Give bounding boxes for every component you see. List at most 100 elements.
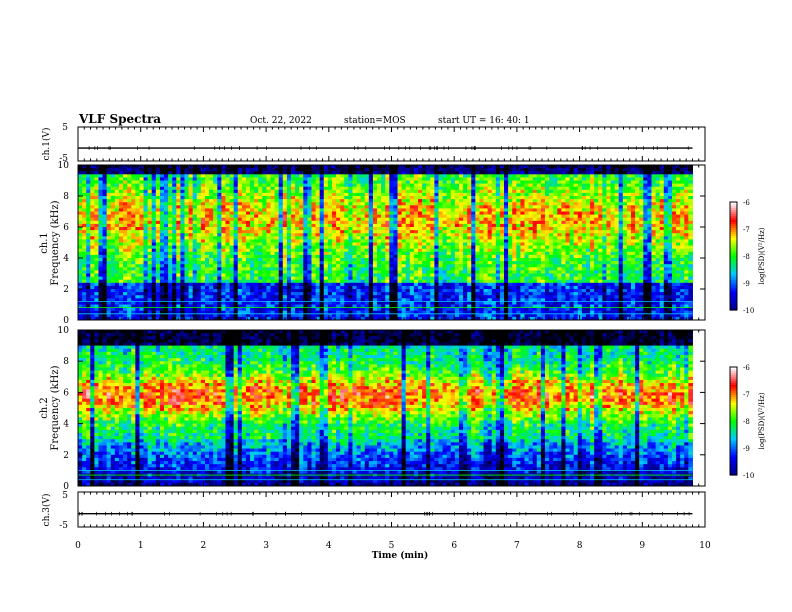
spectrogram-cell [204, 258, 210, 262]
spectrogram-cell [131, 285, 136, 290]
spectrogram-cell [291, 236, 296, 240]
spectrogram-cell [381, 183, 386, 188]
spectrogram-cell [360, 233, 366, 237]
spectrogram-cell [98, 298, 104, 302]
spectrogram-cell [463, 199, 468, 203]
spectrogram-cell [389, 270, 394, 274]
spectrogram-cell [467, 227, 472, 231]
spectrogram-cell [409, 292, 415, 296]
spectrogram-cell [438, 245, 444, 250]
spectrogram-cell [82, 211, 87, 216]
spectrogram-cell [143, 245, 149, 250]
spectrogram-cell [196, 251, 202, 256]
spectrogram-cell [446, 239, 452, 243]
spectrogram-cell [471, 242, 476, 247]
spectrogram-cell [446, 285, 452, 290]
spectrogram-cell [90, 285, 95, 290]
spectrogram-cell [479, 208, 485, 212]
spectrogram-cell [241, 177, 247, 181]
spectrogram-cell [471, 316, 476, 321]
spectrogram-cell [303, 251, 308, 256]
spectrogram-cell [278, 233, 284, 237]
spectrogram-cell [123, 189, 128, 194]
spectrogram-cell [336, 298, 341, 302]
spectrogram-cell [377, 313, 382, 318]
spectrogram-cell [438, 189, 444, 194]
spectrogram-cell [250, 292, 255, 296]
spectrogram-cell [282, 196, 288, 200]
spectrogram-cell [434, 183, 439, 188]
spectrogram-cell [303, 242, 308, 247]
spectrogram-cell [270, 177, 276, 181]
spectrogram-cell [225, 279, 231, 284]
spectrogram-cell [139, 192, 145, 197]
spectrogram-cell [180, 189, 186, 194]
spectrogram-cell [344, 282, 349, 287]
spectrogram-cell [266, 298, 272, 302]
spectrogram-cell [123, 298, 128, 302]
spectrogram-cell [299, 236, 304, 240]
spectrogram-cell [311, 168, 317, 172]
spectrogram-cell [405, 282, 411, 287]
spectrogram-cell [254, 264, 259, 268]
spectrogram-cell [450, 264, 456, 268]
spectrogram-cell [352, 245, 358, 250]
spectrogram-cell [422, 202, 427, 206]
spectrogram-cell [291, 301, 296, 305]
spectrogram-cell [180, 186, 186, 191]
spectrogram-cell [196, 316, 202, 321]
spectrogram-cell [323, 168, 329, 172]
spectrogram-cell [381, 233, 386, 237]
spectrogram-cell [372, 304, 378, 309]
spectrogram-cell [368, 233, 374, 237]
spectrogram-cell [442, 205, 448, 209]
spectrogram-cell [106, 183, 112, 188]
spectrogram-cell [237, 230, 243, 234]
spectrogram-cell [266, 242, 272, 247]
spectrogram-cell [237, 245, 243, 250]
spectrogram-cell [241, 251, 247, 256]
spectrogram-cell [86, 205, 91, 209]
spectrogram-cell [475, 208, 480, 212]
spectrogram-cell [258, 304, 263, 309]
spectrogram-cell [323, 295, 329, 299]
spectrogram-cell [159, 251, 165, 256]
spectrogram-cell [307, 304, 312, 309]
spectrogram-cell [422, 180, 427, 185]
spectrogram-cell [217, 211, 222, 216]
spectrogram-cell [434, 214, 439, 219]
spectrogram-cell [385, 270, 390, 274]
spectrogram-cell [475, 267, 480, 271]
spectrogram-cell [135, 295, 140, 299]
spectrogram-cell [192, 199, 198, 203]
spectrogram-cell [381, 258, 386, 262]
spectrogram-cell [262, 270, 267, 274]
spectrogram-cell [221, 211, 226, 216]
spectrogram-cell [344, 289, 349, 293]
spectrogram-cell [94, 248, 99, 253]
spectrogram-cell [323, 214, 329, 219]
spectrogram-cell [225, 267, 231, 271]
spectrogram-cell [110, 174, 116, 178]
spectrogram-cell [262, 239, 267, 243]
spectrogram-cell [114, 273, 120, 278]
spectrogram-cell [381, 205, 386, 209]
spectrogram-cell [274, 273, 280, 278]
spectrogram-cell [311, 177, 317, 181]
spectrogram-cell [282, 248, 288, 253]
spectrogram-cell [266, 202, 272, 206]
spectrogram-cell [127, 199, 132, 203]
spectrogram-cell [291, 242, 296, 247]
spectrogram-cell [401, 233, 407, 237]
spectrogram-cell [475, 285, 480, 290]
spectrogram-cell [200, 214, 206, 219]
spectrogram-cell [233, 174, 239, 178]
spectrogram-cell [196, 292, 202, 296]
spectrogram-cell [151, 214, 157, 219]
spectrogram-cell [225, 186, 231, 191]
spectrogram-cell [270, 211, 276, 216]
spectrogram-cell [311, 239, 317, 243]
spectrogram-cell [336, 236, 341, 240]
spectrogram-cell [409, 289, 415, 293]
spectrogram-cell [434, 199, 439, 203]
